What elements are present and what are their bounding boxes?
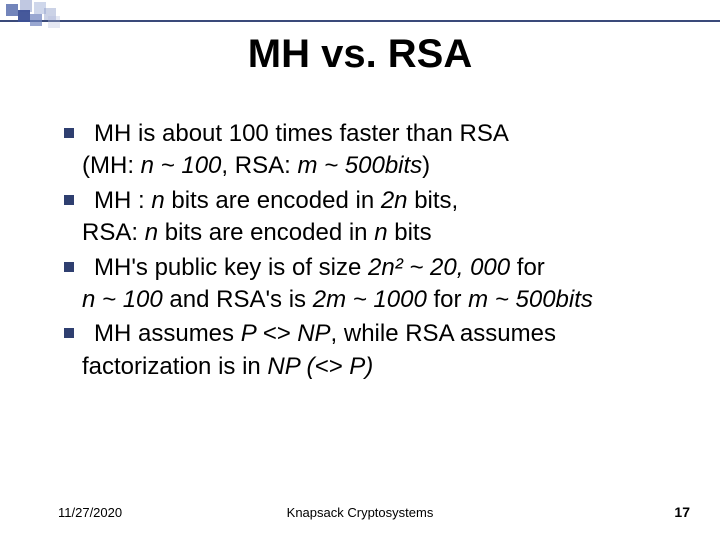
bullet-marker-icon [64,128,74,138]
text: MH's public key is of size [94,254,368,281]
footer-page-number: 17 [674,504,690,520]
italic-text: 2n² ~ 20, 000 [368,254,510,281]
text: bits are encoded in [158,219,374,246]
bullet-line: MH is about 100 times faster than RSA [94,118,678,150]
decor-square [30,14,42,26]
bullet-line: (MH: n ~ 100, RSA: m ~ 500bits) [82,150,678,182]
text: , RSA: [221,152,297,179]
bullet-line: n ~ 100 and RSA's is 2m ~ 1000 for m ~ 5… [82,284,678,316]
italic-text: n [151,187,164,214]
italic-text: P <> NP [241,320,331,347]
italic-text: NP (<> P) [267,353,373,380]
text: for [427,286,468,313]
bullet-line: MH's public key is of size 2n² ~ 20, 000… [94,252,678,284]
footer-title: Knapsack Cryptosystems [0,505,720,520]
decor-square [6,4,18,16]
italic-text: n [374,219,387,246]
text: and RSA's is [163,286,313,313]
text: MH assumes [94,320,241,347]
text: for [510,254,545,281]
italic-text: m ~ 500bits [297,152,422,179]
bullet-item: MH : n bits are encoded in 2n bits, RSA:… [58,185,678,250]
text: MH : [94,187,151,214]
bullet-item: MH's public key is of size 2n² ~ 20, 000… [58,252,678,317]
slide-title: MH vs. RSA [0,32,720,77]
bullet-marker-icon [64,195,74,205]
text: (MH: [82,152,141,179]
top-decoration [0,0,720,30]
bullet-line: MH assumes P <> NP, while RSA assumes [94,318,678,350]
bullet-line: MH : n bits are encoded in 2n bits, [94,185,678,217]
decor-square [48,16,60,28]
italic-text: 2n [381,187,408,214]
text: ) [422,152,430,179]
bullet-marker-icon [64,262,74,272]
italic-text: n ~ 100 [82,286,163,313]
text: bits, [408,187,459,214]
decor-square [18,10,30,22]
bullet-item: MH is about 100 times faster than RSA (M… [58,118,678,183]
italic-text: 2m ~ 1000 [313,286,427,313]
bullet-line: RSA: n bits are encoded in n bits [82,217,678,249]
text: factorization is in [82,353,267,380]
italic-text: m ~ 500bits [468,286,593,313]
text: bits are encoded in [165,187,381,214]
text: RSA: [82,219,145,246]
bullet-marker-icon [64,328,74,338]
bullet-list: MH is about 100 times faster than RSA (M… [58,118,678,385]
bullet-item: MH assumes P <> NP, while RSA assumes fa… [58,318,678,383]
top-rule [0,20,720,22]
slide-footer: 11/27/2020 Knapsack Cryptosystems 17 [0,500,720,520]
text: bits [388,219,432,246]
text: , while RSA assumes [331,320,556,347]
italic-text: n ~ 100 [141,152,222,179]
bullet-line: factorization is in NP (<> P) [82,351,678,383]
italic-text: n [145,219,158,246]
